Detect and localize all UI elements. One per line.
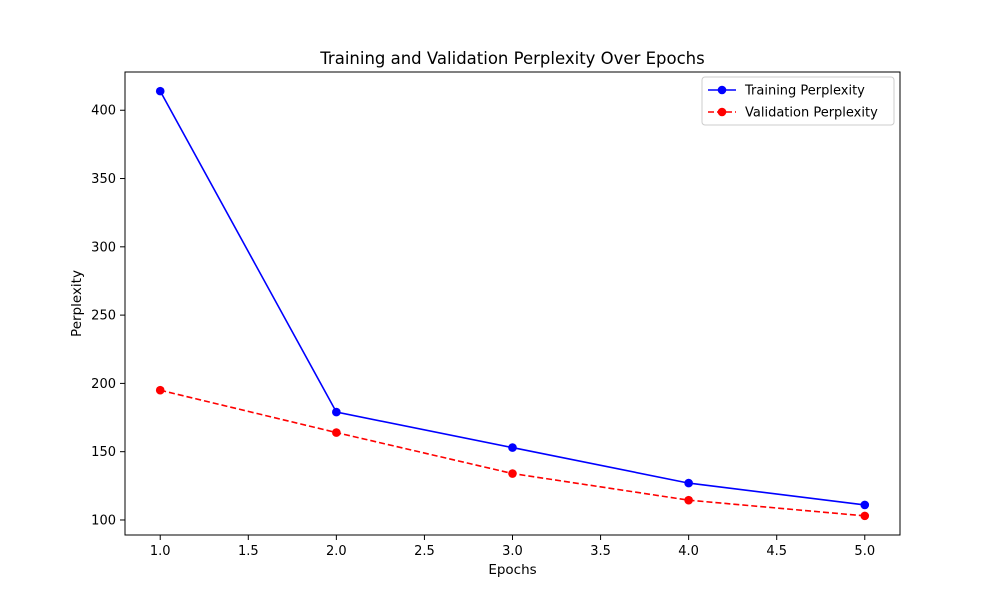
legend-marker <box>717 85 727 95</box>
x-tick-label: 5.0 <box>854 544 875 559</box>
x-tick-label: 2.0 <box>326 544 347 559</box>
y-tick-label: 250 <box>91 309 116 324</box>
x-tick-label: 4.5 <box>766 544 787 559</box>
y-axis-label: Perplexity <box>69 270 85 337</box>
y-tick-label: 350 <box>91 172 116 187</box>
legend-box <box>701 76 895 126</box>
data-point <box>332 407 341 417</box>
y-tick-label: 200 <box>91 377 116 392</box>
y-tick-label: 150 <box>91 445 116 460</box>
data-point <box>684 478 693 488</box>
x-axis: 1.0 1.5 2.0 2.5 3.0 3.5 4.0 4.5 5.0 <box>150 535 875 559</box>
plot-area <box>155 86 870 521</box>
data-point <box>332 428 341 437</box>
y-tick-label: 100 <box>91 513 116 528</box>
legend-label: Training Perplexity <box>744 84 865 99</box>
chart-title: Training and Validation Perplexity Over … <box>319 49 704 68</box>
data-point <box>155 86 165 96</box>
y-tick-label: 400 <box>91 104 116 119</box>
x-tick-label: 1.0 <box>150 544 171 559</box>
data-point <box>860 511 870 521</box>
data-point <box>508 443 517 452</box>
data-point <box>684 495 693 505</box>
legend-label: Validation Perplexity <box>745 106 878 121</box>
data-point <box>860 500 870 510</box>
x-tick-label: 4.0 <box>678 544 699 559</box>
x-axis-label: Epochs <box>488 562 536 578</box>
legend: Training Perplexity Validation Perplexity <box>701 76 895 126</box>
x-tick-label: 1.5 <box>238 544 259 559</box>
y-tick-label: 300 <box>91 240 116 255</box>
legend-marker <box>717 107 727 117</box>
x-tick-label: 2.5 <box>414 544 435 559</box>
y-axis: 100 150 200 250 300 350 400 <box>91 104 125 528</box>
data-point <box>155 385 165 395</box>
x-tick-label: 3.0 <box>502 544 523 559</box>
data-point <box>508 469 517 478</box>
x-tick-label: 3.5 <box>590 544 611 559</box>
